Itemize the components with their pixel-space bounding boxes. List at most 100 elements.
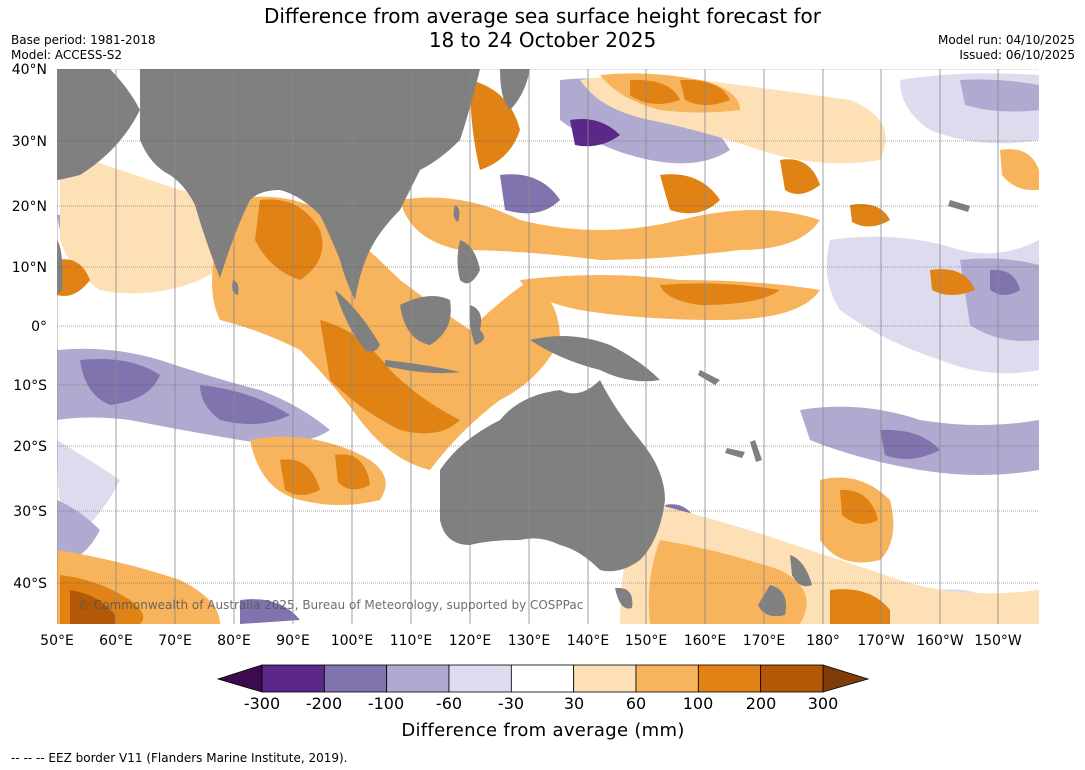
anomaly-region <box>660 283 780 305</box>
lat-label: 40°N <box>12 62 47 78</box>
land-africa-horn <box>57 240 63 295</box>
anomaly-region <box>280 459 320 495</box>
anomaly-region <box>930 269 975 295</box>
lon-label: 160°E <box>684 633 727 649</box>
anomaly-region <box>570 119 620 147</box>
colorbar-extend-low <box>216 664 263 693</box>
meta-left: Base period: 1981-2018 Model: ACCESS-S2 <box>11 33 156 63</box>
land-asia-mainland <box>140 69 480 300</box>
colorbar-segment <box>510 664 575 693</box>
negative-anomaly-layer <box>57 73 1039 624</box>
land-africa-arabia <box>57 69 140 180</box>
land-sumatra <box>335 290 380 352</box>
attribution-text: © Commonwealth of Australia 2025, Bureau… <box>78 598 583 612</box>
latitude-labels: 40°N 30°N 20°N 10°N 0° 10°S 20°S 30°S 40… <box>12 62 47 592</box>
anomaly-region <box>70 590 115 624</box>
anomaly-region <box>57 500 100 565</box>
land-new-zealand-north <box>790 555 812 587</box>
lon-label: 50°E <box>40 633 74 649</box>
colorbar-segment <box>760 664 824 693</box>
lat-label: 10°S <box>13 378 47 394</box>
land-new-guinea <box>530 336 660 382</box>
issued-date: Issued: 06/10/2025 <box>959 48 1075 62</box>
lon-label: 150°W <box>974 633 1022 649</box>
anomaly-region <box>780 159 820 194</box>
colorbar-segment <box>261 664 325 693</box>
map-plot-area: © Commonwealth of Australia 2025, Bureau… <box>57 69 1039 624</box>
land-taiwan <box>453 205 460 222</box>
colorbar-segment <box>697 664 762 693</box>
anomaly-region <box>255 199 323 280</box>
colorbar-tick: -30 <box>498 694 524 713</box>
lon-label: 140°E <box>567 633 610 649</box>
colorbar-extend-high <box>822 664 870 693</box>
anomaly-region <box>1000 149 1039 191</box>
colorbar-tick: 100 <box>683 694 714 713</box>
meridian-lines <box>57 69 999 624</box>
meta-right: Model run: 04/10/2025 Issued: 06/10/2025 <box>938 33 1075 63</box>
anomaly-region <box>335 454 370 490</box>
lat-label: 30°N <box>12 134 47 150</box>
anomaly-region <box>80 359 160 405</box>
colorbar-tick: -60 <box>436 694 462 713</box>
lon-label: 150°E <box>625 633 668 649</box>
colorbar-segment <box>448 664 512 693</box>
lon-label: 170°E <box>743 633 786 649</box>
base-period: Base period: 1981-2018 <box>11 33 156 47</box>
land-new-caledonia <box>725 448 745 458</box>
anomaly-region <box>850 204 890 227</box>
anomaly-region <box>630 79 680 104</box>
anomaly-region <box>960 258 1039 341</box>
map-title: Difference from average sea surface heig… <box>0 4 1085 52</box>
model-name: Model: ACCESS-S2 <box>11 48 123 62</box>
anomaly-region <box>990 269 1020 295</box>
land-japan <box>500 69 530 110</box>
lon-label: 80°E <box>217 633 251 649</box>
anomaly-region <box>200 385 290 424</box>
land-solomon-islands <box>698 370 720 385</box>
lon-label: 70°E <box>158 633 192 649</box>
lat-label: 30°S <box>13 504 47 520</box>
lon-label: 170°W <box>857 633 905 649</box>
colorbar-tick: 200 <box>746 694 777 713</box>
land-vanuatu <box>750 440 762 462</box>
colorbar-tick: 60 <box>626 694 646 713</box>
lon-label: 120°E <box>449 633 492 649</box>
land-java <box>385 360 460 374</box>
lat-label: 40°S <box>13 576 47 592</box>
colorbar-segment <box>573 664 637 693</box>
anomaly-region <box>400 197 820 260</box>
graticule-lines <box>57 69 1039 584</box>
lon-label: 90°E <box>276 633 310 649</box>
lon-label: 60°E <box>99 633 133 649</box>
lat-label: 10°N <box>12 260 47 276</box>
colorbar-tick: -100 <box>368 694 404 713</box>
lon-label: 160°W <box>916 633 964 649</box>
colorbar-tick: -300 <box>244 694 280 713</box>
land-australia <box>440 380 665 572</box>
colorbar-segments <box>261 664 824 693</box>
anomaly-region <box>320 320 460 434</box>
lon-label: 130°E <box>508 633 551 649</box>
colorbar: -300 -200 -100 -60 -30 30 60 100 200 300… <box>216 664 870 741</box>
colorbar-tick: 300 <box>808 694 839 713</box>
colorbar-segment <box>635 664 699 693</box>
anomaly-region <box>470 80 520 170</box>
anomaly-region <box>840 489 878 524</box>
colorbar-title: Difference from average (mm) <box>401 720 684 741</box>
anomaly-region <box>240 599 300 624</box>
anomaly-region <box>57 259 90 296</box>
model-run: Model run: 04/10/2025 <box>937 33 1075 47</box>
longitude-labels: 50°E 60°E 70°E 80°E 90°E 100°E 110°E 120… <box>40 633 1022 649</box>
lon-label: 180° <box>806 633 840 649</box>
lat-label: 20°N <box>12 199 47 215</box>
title-line-2: 18 to 24 October 2025 <box>428 28 657 52</box>
anomaly-region <box>500 174 560 214</box>
land-new-zealand-south <box>758 585 786 617</box>
lon-label: 110°E <box>390 633 433 649</box>
colorbar-tick: 30 <box>564 694 584 713</box>
title-line-1: Difference from average sea surface heig… <box>263 4 822 28</box>
lon-label: 100°E <box>331 633 374 649</box>
eez-footer-note: -- -- -- EEZ border V11 (Flanders Marine… <box>11 751 348 765</box>
